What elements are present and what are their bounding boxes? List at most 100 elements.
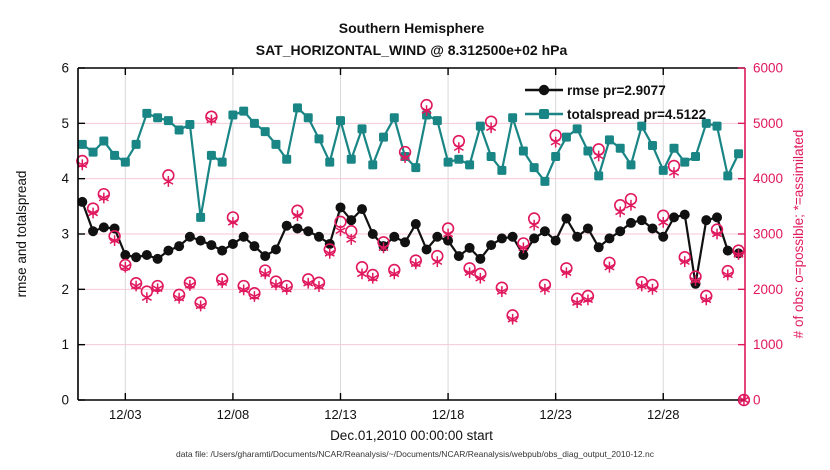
totalspread-marker [486,152,496,162]
rmse-marker [658,231,669,242]
rmse-marker [77,196,88,207]
left-tick-label: 1 [61,337,69,352]
legend-rmse-marker [525,84,563,96]
totalspread-marker [249,118,259,128]
totalspread-marker [691,152,701,162]
totalspread-marker [131,139,141,149]
assimilated-obs-marker [77,105,749,406]
totalspread-marker [465,160,475,170]
rmse-marker [152,253,163,264]
right-tick-label: 3000 [753,227,783,242]
totalspread-marker [196,212,206,222]
chart-title-line1: Southern Hemisphere [338,20,485,36]
rmse-marker [615,226,626,237]
rmse-marker [184,231,195,242]
rmse-marker [529,233,540,244]
legend-item-totalspread: totalspread pr=4.5122 [524,102,706,126]
totalspread-marker [325,157,335,167]
left-tick-label: 3 [61,227,69,242]
totalspread-marker [142,108,152,118]
totalspread-marker [110,150,120,160]
totalspread-marker [185,119,195,129]
rmse-marker [195,235,206,246]
totalspread-marker [379,132,389,142]
rmse-marker [518,250,529,261]
totalspread-marker [314,134,324,144]
totalspread-marker [120,157,130,167]
left-tick-label: 0 [61,393,69,408]
totalspread-marker [228,110,238,120]
totalspread-marker [282,154,292,164]
rmse-marker [496,233,507,244]
rmse-marker [367,229,378,239]
x-axis-label: Dec.01,2010 00:00:00 start [330,428,493,443]
rmse-marker [88,226,99,237]
totalspread-marker [540,176,550,186]
totalspread-marker [669,143,679,153]
totalspread-marker [497,165,507,175]
rmse-marker [131,252,142,263]
rmse-marker [486,240,497,251]
totalspread-marker [604,135,614,145]
totalspread-marker [174,125,184,135]
rmse-marker [636,215,647,226]
right-tick-label: 6000 [753,61,783,76]
rmse-marker [292,223,303,234]
rmse-marker [163,245,174,256]
legend-item-rmse: rmse pr=2.9077 [524,78,706,102]
rmse-marker [98,222,109,233]
x-tick-label: 12/28 [647,407,680,422]
totalspread-marker [583,146,593,156]
rmse-marker [335,202,346,213]
totalspread-marker [551,152,561,162]
rmse-marker [593,242,604,253]
rmse-marker [625,217,636,228]
totalspread-marker [389,113,399,123]
rmse-marker [217,245,228,256]
left-tick-label: 4 [61,171,69,186]
data-file-caption: data file: /Users/gharamti/Documents/NCA… [176,449,654,459]
rmse-marker [174,241,185,252]
left-tick-label: 2 [61,282,69,297]
right-tick-label: 5000 [753,116,783,131]
totalspread-marker [77,139,87,149]
rmse-marker [572,231,583,242]
x-tick-label: 12/23 [539,407,572,422]
totalspread-marker [357,124,367,134]
totalspread-marker [217,157,227,167]
totalspread-marker [594,171,604,181]
totalspread-marker [292,103,302,113]
rmse-marker [249,241,260,252]
right-axis-label: # of obs: o=possible; *=assimilated [791,130,806,339]
rmse-marker [281,220,292,231]
totalspread-marker [368,160,378,170]
right-tick-label: 2000 [753,282,783,297]
rmse-marker [432,231,443,242]
totalspread-marker [712,121,722,131]
legend-rmse-label: rmse pr=2.9077 [567,82,666,98]
right-tick-label: 1000 [753,337,783,352]
totalspread-marker [658,165,668,175]
rmse-marker [313,231,324,242]
rmse-marker [238,231,249,242]
rmse-marker [421,244,432,255]
rmse-marker [346,215,357,226]
totalspread-marker [335,116,345,126]
rmse-marker [260,251,271,262]
rmse-marker [206,240,217,251]
totalspread-marker [701,118,711,128]
totalspread-marker [561,132,571,142]
rmse-marker [227,238,238,249]
rmse-marker [410,219,421,230]
totalspread-marker [163,116,173,126]
totalspread-marker [346,154,356,164]
chart-title-line2: SAT_HORIZONTAL_WIND @ 8.312500e+02 hPa [255,41,568,58]
right-tick-label: 0 [753,393,761,408]
rmse-marker [722,245,733,256]
totalspread-marker [260,127,270,137]
rmse-marker [539,226,550,237]
totalspread-marker [615,143,625,153]
totalspread-marker [432,116,442,126]
